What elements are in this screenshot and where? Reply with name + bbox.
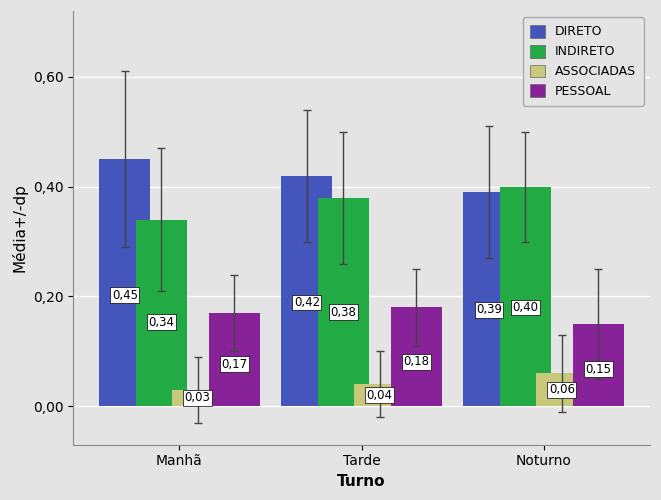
Bar: [536, 374, 587, 406]
Text: 0,38: 0,38: [330, 306, 356, 319]
Text: 0,06: 0,06: [549, 383, 575, 396]
Text: 0,18: 0,18: [403, 356, 429, 368]
Bar: [391, 308, 442, 406]
Text: 0,17: 0,17: [221, 358, 247, 370]
Bar: [354, 384, 405, 406]
Bar: [318, 198, 369, 406]
Bar: [500, 186, 551, 406]
Bar: [136, 220, 187, 406]
Text: 0,45: 0,45: [112, 288, 138, 302]
Text: 0,34: 0,34: [148, 316, 175, 328]
Bar: [99, 160, 150, 406]
Y-axis label: Média+/-dp: Média+/-dp: [11, 184, 27, 272]
Text: 0,42: 0,42: [294, 296, 320, 309]
Legend: DIRETO, INDIRETO, ASSOCIADAS, PESSOAL: DIRETO, INDIRETO, ASSOCIADAS, PESSOAL: [522, 18, 644, 106]
Text: 0,39: 0,39: [476, 304, 502, 316]
Text: 0,40: 0,40: [512, 301, 538, 314]
Bar: [282, 176, 332, 406]
X-axis label: Turno: Turno: [337, 474, 386, 489]
Bar: [463, 192, 514, 406]
Text: 0,15: 0,15: [585, 362, 611, 376]
Bar: [209, 313, 260, 406]
Text: 0,03: 0,03: [184, 392, 211, 404]
Text: 0,04: 0,04: [367, 388, 393, 402]
Bar: [572, 324, 624, 406]
Bar: [172, 390, 223, 406]
